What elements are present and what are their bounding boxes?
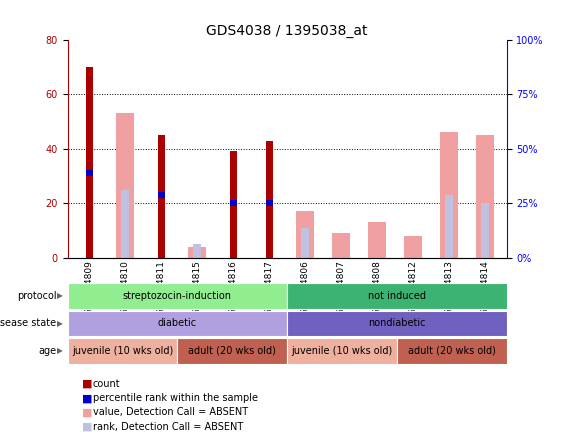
Bar bbox=[116, 113, 134, 258]
Text: rank, Detection Call = ABSENT: rank, Detection Call = ABSENT bbox=[93, 422, 243, 432]
Text: ■: ■ bbox=[82, 422, 92, 432]
Bar bbox=[86, 67, 92, 258]
Bar bbox=[296, 211, 314, 258]
Bar bbox=[158, 135, 164, 258]
Text: value, Detection Call = ABSENT: value, Detection Call = ABSENT bbox=[93, 408, 248, 417]
Bar bbox=[266, 141, 272, 258]
Text: juvenile (10 wks old): juvenile (10 wks old) bbox=[292, 346, 392, 356]
Bar bbox=[481, 203, 489, 258]
Text: percentile rank within the sample: percentile rank within the sample bbox=[93, 393, 258, 403]
Text: ▶: ▶ bbox=[57, 319, 63, 328]
Title: GDS4038 / 1395038_at: GDS4038 / 1395038_at bbox=[207, 24, 368, 38]
Bar bbox=[368, 222, 386, 258]
Bar bbox=[158, 192, 164, 198]
Text: juvenile (10 wks old): juvenile (10 wks old) bbox=[72, 346, 173, 356]
Bar bbox=[476, 135, 494, 258]
Text: ■: ■ bbox=[82, 408, 92, 417]
Text: ■: ■ bbox=[82, 379, 92, 389]
Bar bbox=[440, 132, 458, 258]
Text: nondiabetic: nondiabetic bbox=[368, 318, 426, 329]
Text: ■: ■ bbox=[82, 393, 92, 403]
Text: ▶: ▶ bbox=[57, 346, 63, 356]
Bar bbox=[266, 200, 272, 206]
Bar bbox=[332, 233, 350, 258]
Text: ▶: ▶ bbox=[57, 291, 63, 301]
Text: adult (20 wks old): adult (20 wks old) bbox=[408, 346, 496, 356]
Text: diabetic: diabetic bbox=[158, 318, 197, 329]
Bar bbox=[230, 151, 236, 258]
Text: not induced: not induced bbox=[368, 291, 426, 301]
Bar bbox=[404, 236, 422, 258]
Text: streptozocin-induction: streptozocin-induction bbox=[123, 291, 232, 301]
Text: age: age bbox=[38, 346, 56, 356]
Bar bbox=[445, 195, 453, 258]
Bar bbox=[193, 244, 201, 258]
Bar bbox=[188, 247, 206, 258]
Text: count: count bbox=[93, 379, 120, 389]
Text: protocol: protocol bbox=[17, 291, 56, 301]
Bar bbox=[121, 190, 129, 258]
Text: disease state: disease state bbox=[0, 318, 56, 329]
Bar bbox=[301, 228, 309, 258]
Bar bbox=[230, 200, 236, 206]
Text: adult (20 wks old): adult (20 wks old) bbox=[188, 346, 276, 356]
Bar bbox=[86, 170, 92, 176]
